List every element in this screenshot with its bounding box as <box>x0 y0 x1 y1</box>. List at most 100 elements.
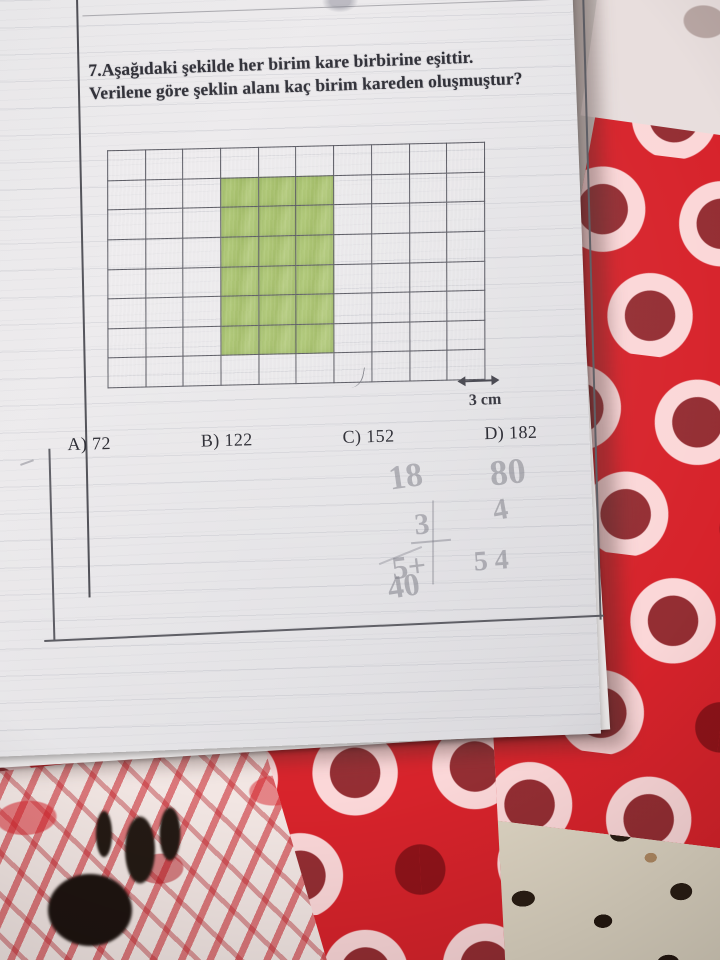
grid-cell-shaded <box>258 205 297 237</box>
grid-cell <box>258 146 297 178</box>
grid-cell-shaded <box>296 293 335 325</box>
handwritten-mark: 80 <box>487 450 528 494</box>
grid-cell <box>447 320 485 351</box>
question-box-bottom-border <box>44 614 604 643</box>
grid-cell <box>183 266 221 298</box>
stray-pencil-mark <box>20 459 34 466</box>
grid-cell-shaded <box>220 295 259 327</box>
grid-cell <box>446 260 485 292</box>
grid-cell-shaded <box>220 265 259 297</box>
grid-cell-shaded <box>258 265 297 296</box>
grid-cell <box>371 173 410 205</box>
grid-cell <box>145 267 184 299</box>
grid-cell <box>183 296 221 327</box>
grid-cell-shaded <box>296 323 335 354</box>
grid-table <box>107 142 485 389</box>
grid-cell <box>183 355 222 387</box>
grid-cell <box>409 231 447 263</box>
grid-cell <box>183 237 221 268</box>
grid-cell-shaded <box>296 204 334 236</box>
grid-cell <box>446 231 485 262</box>
grid-cell <box>409 320 448 352</box>
grid-cell <box>145 208 184 239</box>
question-text: 7.Aşağıdaki şekilde her birim kare birbi… <box>88 46 523 103</box>
grid-cell <box>145 178 184 210</box>
grid-cell <box>333 144 372 176</box>
grid-cell <box>371 232 410 264</box>
grid-cell <box>145 326 184 358</box>
grid-cell <box>409 261 447 293</box>
grid-cell <box>145 149 184 180</box>
grid-cell <box>446 201 485 232</box>
option-d[interactable]: D) 182 <box>484 421 538 444</box>
grid-cell <box>409 350 448 382</box>
grid-cell <box>107 357 146 388</box>
grid-cell-shaded <box>258 235 297 266</box>
grid-cell <box>409 143 447 174</box>
grid-cell <box>107 298 146 329</box>
grid-cell <box>447 349 485 381</box>
pencil-tick-mark <box>345 364 366 390</box>
grid-cell <box>333 292 372 324</box>
grid-cell <box>107 179 146 211</box>
grid-cell <box>371 203 410 234</box>
grid-cell-shaded <box>220 236 259 267</box>
grid-cell <box>182 148 221 179</box>
grid-cell-shaded <box>258 294 297 326</box>
grid-cell <box>371 262 410 293</box>
grid-cell-shaded <box>220 206 259 238</box>
grid-cell <box>446 171 485 203</box>
grid-cell <box>333 263 372 294</box>
grid-cell-shaded <box>220 325 259 356</box>
paper-smudge <box>321 0 359 13</box>
option-c[interactable]: C) 152 <box>342 425 395 447</box>
handwritten-mark: 4 <box>490 492 511 528</box>
handwritten-mark: 5 4 <box>472 544 510 578</box>
grid-cell <box>221 354 259 386</box>
grid-cell <box>333 233 372 265</box>
grid-cell <box>371 321 410 353</box>
grid-cell <box>446 290 485 321</box>
grid-cell <box>296 353 335 384</box>
unit-square-grid-figure <box>107 141 486 389</box>
handwritten-mark: 40 <box>384 565 423 606</box>
dark-shadow-blotch <box>30 790 230 960</box>
dimension-label: 3 cm <box>468 390 502 410</box>
grid-cell <box>107 327 146 359</box>
grid-cell <box>183 207 221 238</box>
grid-cell <box>220 147 259 178</box>
grid-cell <box>258 353 297 385</box>
dimension-arrow <box>457 375 500 387</box>
grid-cell <box>371 351 410 382</box>
grid-cell <box>107 238 146 270</box>
grid-cell <box>371 292 410 323</box>
grid-cell <box>145 356 184 387</box>
grid-cell <box>333 204 372 235</box>
grid-cell-shaded <box>296 234 334 266</box>
grid-cell <box>333 174 372 205</box>
grid-cell <box>145 237 184 269</box>
dimension-line <box>462 379 495 383</box>
grid-cell-shaded <box>258 324 297 355</box>
grid-cell <box>145 297 184 328</box>
handwritten-mark: 3 <box>412 507 431 542</box>
grid-cell-shaded <box>296 264 334 295</box>
arrow-head-right-icon <box>491 375 500 386</box>
option-a[interactable]: A) 72 <box>67 432 112 455</box>
grid-cell <box>446 142 485 173</box>
grid-cell <box>296 145 334 177</box>
grid-cell <box>334 322 372 354</box>
grid-cell-shaded <box>296 175 334 206</box>
question-box-right-border <box>581 0 602 620</box>
handwritten-vertical-stroke <box>432 500 435 585</box>
grid-cell <box>107 209 146 240</box>
handwritten-mark: 18 <box>386 456 426 498</box>
grid-cell <box>107 149 146 181</box>
grid-cell-shaded <box>258 176 297 207</box>
option-b[interactable]: B) 122 <box>200 429 253 451</box>
grid-cell <box>409 202 447 233</box>
grid-cell-shaded <box>220 177 259 208</box>
grid-cell <box>409 172 447 204</box>
